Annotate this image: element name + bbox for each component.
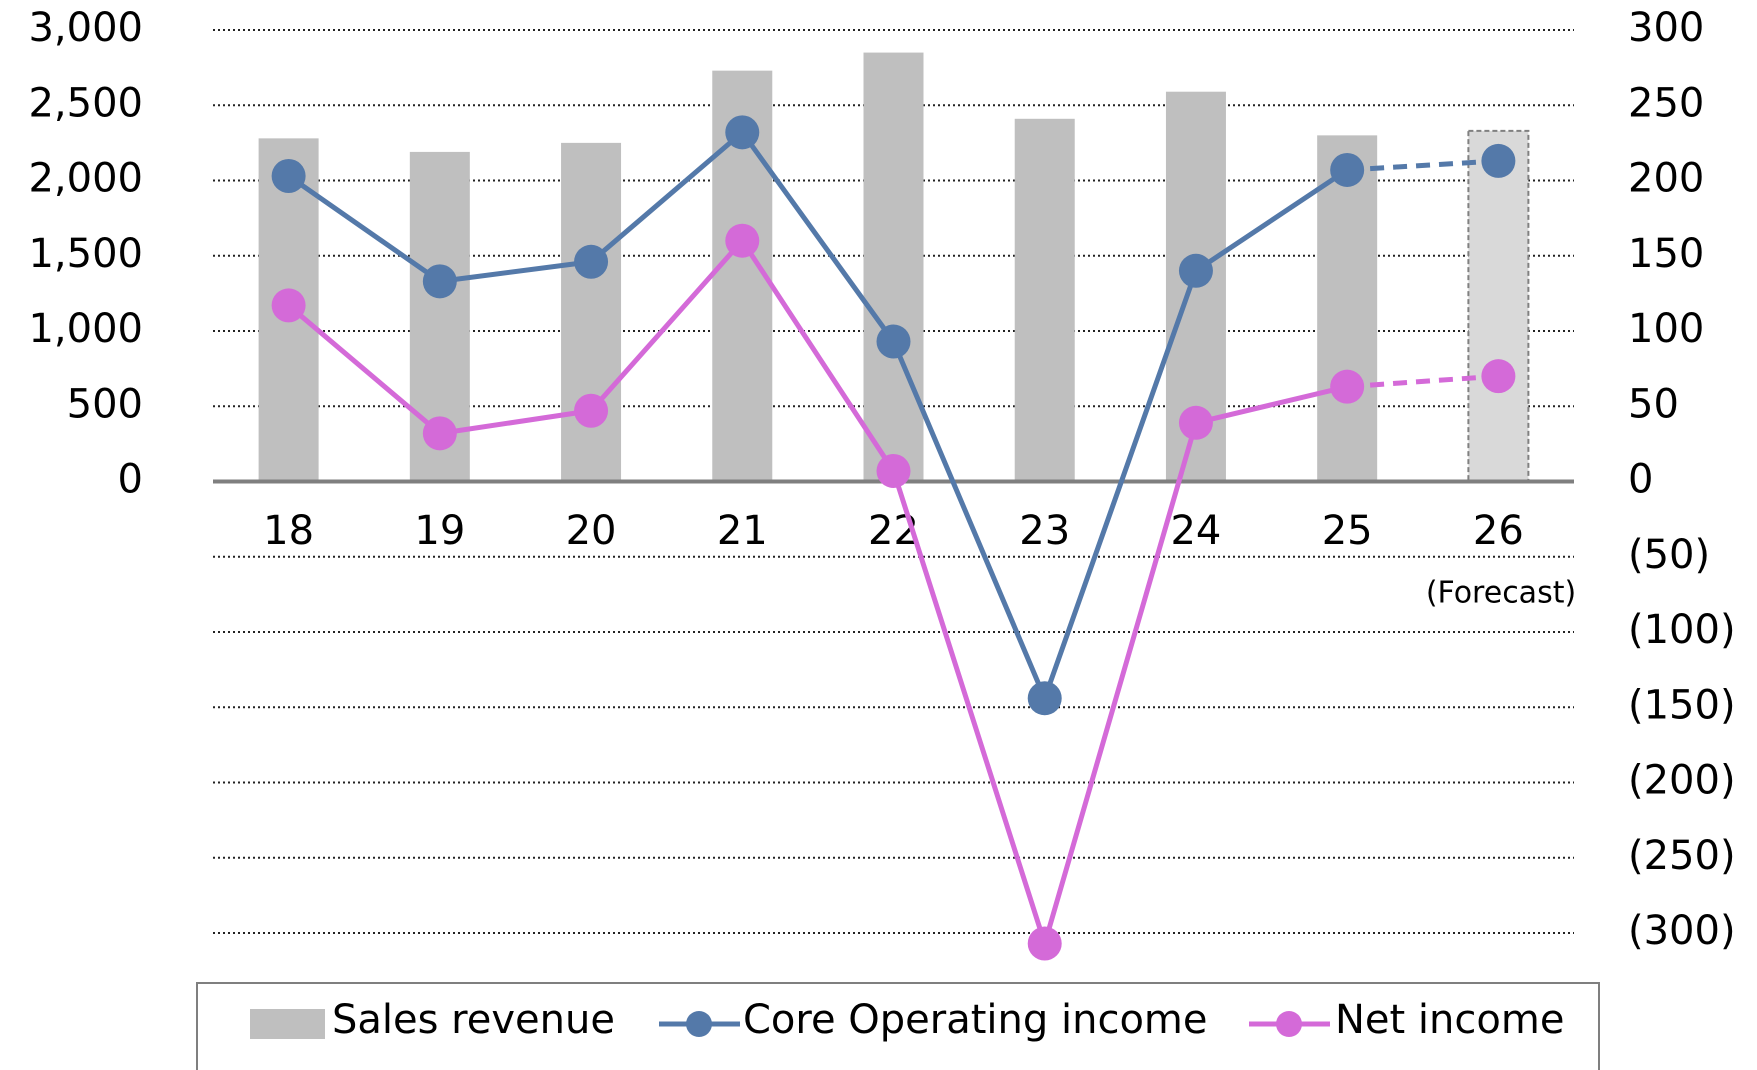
line (287, 129, 1349, 701)
marker (1027, 926, 1062, 961)
marker (876, 453, 911, 488)
bar (561, 142, 622, 482)
marker (574, 244, 609, 279)
x-tick-label: 23 (1019, 508, 1070, 554)
x-tick-label: 24 (1170, 508, 1221, 554)
y2-tick-label: (50) (1628, 532, 1710, 578)
x-tick-label: 25 (1322, 508, 1373, 554)
marker (1330, 369, 1365, 404)
forecast-label: (Forecast) (1426, 576, 1576, 611)
y-tick-label: 3,000 (28, 5, 143, 51)
y-tick-label: 1,000 (28, 306, 143, 352)
y-tick-label: 1,500 (28, 231, 143, 277)
x-tick-label: 26 (1473, 508, 1524, 554)
y2-tick-label: 150 (1628, 231, 1704, 277)
marker (1330, 152, 1365, 187)
marker (574, 393, 609, 428)
legend-label: Sales revenue (332, 997, 615, 1043)
x-tick-label: 18 (263, 508, 314, 554)
marker (271, 158, 306, 193)
y2-tick-label: (150) (1628, 682, 1736, 728)
y2-tick-label: 100 (1628, 306, 1704, 352)
x-tick-label: 20 (566, 508, 617, 554)
y-tick-label: 500 (67, 381, 143, 427)
y2-tick-label: 50 (1628, 381, 1679, 427)
y2-tick-label: (200) (1628, 758, 1736, 804)
legend-label: Net income (1335, 997, 1564, 1043)
legend-swatch (250, 1009, 325, 1039)
y-tick-label: 2,500 (28, 80, 143, 126)
marker (271, 288, 306, 323)
forecast-line (1347, 158, 1499, 173)
y2-tick-label: (250) (1628, 833, 1736, 879)
marker (876, 324, 911, 359)
marker (1178, 253, 1213, 288)
line (286, 238, 1348, 947)
x-tick-label: 21 (717, 508, 768, 554)
marker (422, 264, 457, 299)
y2-tick-label: 300 (1628, 5, 1704, 51)
marker (1027, 681, 1062, 716)
legend-box (196, 982, 1600, 1070)
y2-tick-label: 250 (1628, 80, 1704, 126)
forecast-line (1346, 373, 1499, 390)
y2-tick-label: 0 (1628, 457, 1653, 503)
legend-label: Core Operating income (743, 997, 1208, 1043)
marker (1481, 143, 1516, 178)
bar (1467, 129, 1530, 483)
y-tick-label: 2,000 (28, 156, 143, 202)
y2-tick-label: (100) (1628, 607, 1736, 653)
bar (863, 52, 924, 482)
legend-marker (1276, 1011, 1302, 1037)
marker (1178, 405, 1213, 440)
y-tick-label: 0 (118, 457, 143, 503)
marker (1481, 359, 1516, 394)
marker (422, 416, 457, 451)
marker (725, 223, 760, 258)
y2-tick-label: (300) (1628, 908, 1736, 954)
bar (1317, 135, 1378, 482)
bar (1014, 118, 1075, 482)
y2-tick-label: 200 (1628, 156, 1704, 202)
marker (725, 115, 760, 150)
x-tick-label: 19 (414, 508, 465, 554)
legend-marker (686, 1011, 712, 1037)
